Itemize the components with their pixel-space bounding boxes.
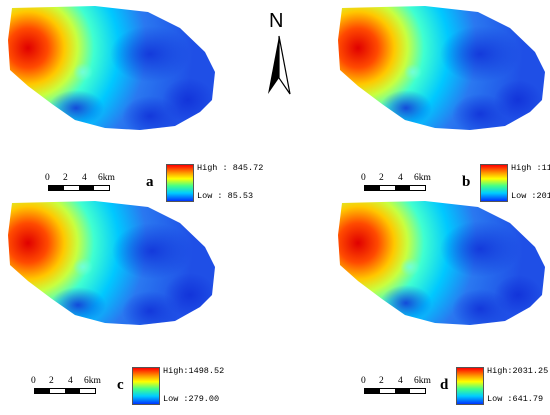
panel-a: 0 2 4 6km a High : 845.72 Low : 85.53 [0,0,275,207]
panel-d: 0 2 4 6km d High:2031.25 Low :641.79 [330,195,550,405]
legend-low: Low :279.00 [163,394,220,404]
scale-tick: 6km [414,376,431,386]
scale-bar: 0 2 4 6km [361,172,432,196]
color-ramp [480,164,508,202]
scale-tick: 2 [379,376,384,386]
scale-tick: 0 [361,376,366,386]
legend-high: High:1498.52 [163,366,225,376]
scale-bar: 0 2 4 6km [361,375,432,399]
scale-tick: 4 [68,376,73,386]
interpolation-map [338,6,545,130]
scale-tick: 4 [398,376,403,386]
legend-high: High : 845.72 [197,163,264,173]
scale-tick: 0 [45,173,50,183]
legend-low: Low : 85.53 [197,191,254,201]
north-label: N [269,10,284,32]
panel-letter: c [117,377,124,393]
interpolation-map [338,201,545,325]
panel-letter: d [440,377,449,393]
scale-tick: 0 [361,173,366,183]
scale-tick: 2 [379,173,384,183]
scale-bar: 0 2 4 6km [45,172,116,196]
interpolation-map [8,6,215,130]
legend-low: Low :641.79 [487,394,544,404]
scale-tick: 6km [98,173,115,183]
color-legend: High:2031.25 Low :641.79 [456,366,550,407]
color-legend: High : 845.72 Low : 85.53 [166,163,271,204]
scale-tick: 2 [63,173,68,183]
scale-tick: 6km [84,376,101,386]
panel-letter: a [146,174,154,190]
scale-tick: 4 [398,173,403,183]
scale-tick: 6km [414,173,431,183]
color-ramp [166,164,194,202]
panel-c: 0 2 4 6km c High:1498.52 Low :279.00 [0,195,275,405]
legend-low: Low :201.70 [511,191,550,201]
scale-tick: 0 [31,376,36,386]
interpolation-map [8,201,215,325]
scale-tick: 2 [49,376,54,386]
legend-high: High :1173.40 [511,163,550,173]
color-ramp [456,367,484,405]
color-legend: High :1173.40 Low :201.70 [480,163,550,204]
color-legend: High:1498.52 Low :279.00 [132,366,237,407]
color-ramp [132,367,160,405]
panel-letter: b [462,174,471,190]
scale-tick: 4 [82,173,87,183]
panel-b: 0 2 4 6km b High :1173.40 Low :201.70 [330,0,550,207]
north-arrow: N [262,10,296,98]
scale-bar: 0 2 4 6km [31,375,102,399]
legend-high: High:2031.25 [487,366,549,376]
north-arrow-icon [268,35,291,95]
